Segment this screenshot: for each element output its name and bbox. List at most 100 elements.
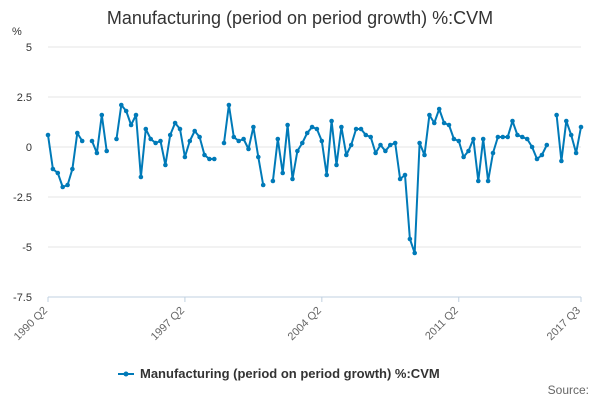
data-point[interactable] <box>172 120 178 126</box>
data-point[interactable] <box>378 142 383 148</box>
data-point[interactable] <box>221 140 227 146</box>
data-point[interactable] <box>99 112 105 118</box>
data-point[interactable] <box>461 154 466 160</box>
data-point[interactable] <box>490 150 496 156</box>
data-point[interactable] <box>348 142 354 148</box>
data-point[interactable] <box>363 132 369 138</box>
data-point[interactable] <box>119 102 124 108</box>
data-point[interactable] <box>466 148 471 154</box>
data-point[interactable] <box>339 124 344 130</box>
data-point[interactable] <box>148 136 153 142</box>
data-point[interactable] <box>138 174 144 180</box>
data-point[interactable] <box>520 134 525 140</box>
data-point[interactable] <box>177 126 183 132</box>
data-point[interactable] <box>436 106 442 112</box>
data-point[interactable] <box>392 140 398 146</box>
data-point[interactable] <box>182 154 188 160</box>
data-point[interactable] <box>500 134 506 140</box>
data-point[interactable] <box>559 158 564 164</box>
data-point[interactable] <box>251 124 256 130</box>
data-point[interactable] <box>207 156 212 162</box>
data-point[interactable] <box>417 140 422 146</box>
data-point[interactable] <box>304 130 310 136</box>
data-point[interactable] <box>529 144 535 150</box>
data-point[interactable] <box>441 120 447 126</box>
data-point[interactable] <box>309 124 315 130</box>
data-point[interactable] <box>241 136 246 142</box>
data-point[interactable] <box>295 148 300 154</box>
data-point[interactable] <box>407 236 413 242</box>
data-point[interactable] <box>578 124 584 130</box>
data-point[interactable] <box>163 162 168 168</box>
data-point[interactable] <box>515 132 520 138</box>
data-point[interactable] <box>290 176 295 182</box>
data-point[interactable] <box>524 136 530 142</box>
data-point[interactable] <box>344 152 349 158</box>
data-point[interactable] <box>192 128 197 134</box>
data-point[interactable] <box>554 112 559 118</box>
data-point[interactable] <box>202 152 207 158</box>
data-point[interactable] <box>89 138 95 144</box>
data-point[interactable] <box>226 102 232 108</box>
data-point[interactable] <box>383 148 388 154</box>
data-point[interactable] <box>539 152 545 158</box>
data-point[interactable] <box>544 142 550 148</box>
data-point[interactable] <box>451 136 457 142</box>
data-point[interactable] <box>324 172 330 178</box>
data-point[interactable] <box>187 138 193 144</box>
data-point[interactable] <box>534 156 540 162</box>
data-point[interactable] <box>50 166 56 172</box>
data-point[interactable] <box>246 146 251 152</box>
data-point[interactable] <box>412 250 418 256</box>
data-point[interactable] <box>104 148 109 154</box>
data-point[interactable] <box>280 170 286 176</box>
data-point[interactable] <box>167 132 173 138</box>
legend[interactable]: Manufacturing (period on period growth) … <box>118 366 440 381</box>
data-point[interactable] <box>476 178 481 184</box>
data-point[interactable] <box>255 154 261 160</box>
data-point[interactable] <box>55 170 61 176</box>
data-point[interactable] <box>275 136 281 142</box>
data-point[interactable] <box>480 136 486 142</box>
data-point[interactable] <box>128 122 134 128</box>
data-point[interactable] <box>260 182 266 188</box>
data-point[interactable] <box>485 178 491 184</box>
data-point[interactable] <box>123 108 129 114</box>
data-point[interactable] <box>368 134 374 140</box>
data-point[interactable] <box>45 132 51 138</box>
data-point[interactable] <box>94 150 100 156</box>
data-point[interactable] <box>158 138 163 144</box>
data-point[interactable] <box>79 138 85 144</box>
data-point[interactable] <box>70 166 75 172</box>
data-point[interactable] <box>212 156 217 162</box>
data-point[interactable] <box>564 118 569 124</box>
data-point[interactable] <box>143 126 149 132</box>
data-point[interactable] <box>60 184 65 190</box>
data-point[interactable] <box>422 152 427 158</box>
data-point[interactable] <box>353 126 359 132</box>
data-point[interactable] <box>427 112 432 118</box>
data-point[interactable] <box>510 118 515 124</box>
data-point[interactable] <box>358 126 364 132</box>
data-point[interactable] <box>285 122 290 128</box>
data-point[interactable] <box>236 138 241 144</box>
data-point[interactable] <box>505 134 511 140</box>
data-point[interactable] <box>446 122 452 128</box>
data-point[interactable] <box>573 150 579 156</box>
data-point[interactable] <box>153 140 158 146</box>
data-point[interactable] <box>65 182 70 188</box>
data-point[interactable] <box>300 140 305 146</box>
data-point[interactable] <box>319 138 325 144</box>
data-point[interactable] <box>388 142 393 148</box>
data-point[interactable] <box>432 120 437 126</box>
data-point[interactable] <box>568 132 574 138</box>
data-point[interactable] <box>114 136 119 142</box>
data-point[interactable] <box>373 150 378 156</box>
data-point[interactable] <box>197 134 202 140</box>
data-point[interactable] <box>329 118 334 124</box>
data-point[interactable] <box>495 134 501 140</box>
data-point[interactable] <box>397 176 403 182</box>
data-point[interactable] <box>270 178 276 184</box>
data-point[interactable] <box>334 162 339 168</box>
data-point[interactable] <box>456 138 462 144</box>
